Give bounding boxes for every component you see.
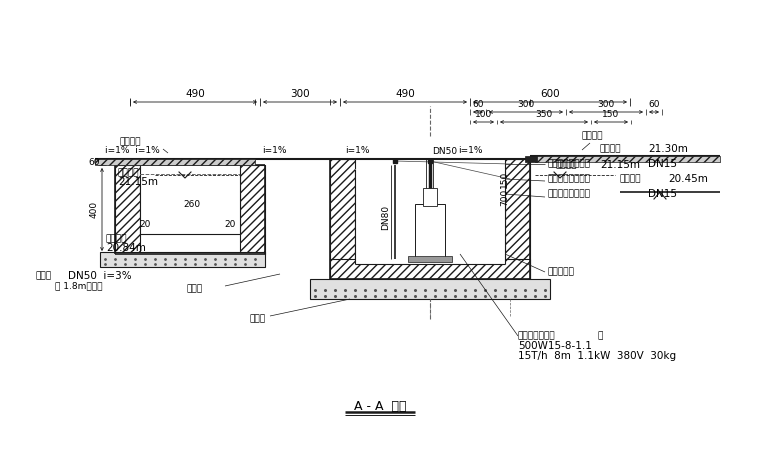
Bar: [100, 252, 265, 267]
Text: 700: 700: [500, 188, 509, 206]
Text: 400: 400: [90, 201, 99, 218]
Text: 20: 20: [139, 219, 150, 228]
Text: DN15: DN15: [648, 159, 677, 169]
Bar: [330, 159, 355, 279]
Text: 20: 20: [224, 219, 236, 228]
Text: 绝对标高: 绝对标高: [600, 145, 622, 154]
Text: DN50  i=3%: DN50 i=3%: [68, 271, 131, 281]
Text: i=1%: i=1%: [345, 146, 369, 155]
Text: 排水管: 排水管: [35, 272, 51, 281]
Bar: [423, 188, 437, 206]
Text: 20.84m: 20.84m: [106, 243, 146, 253]
Text: 150: 150: [500, 170, 509, 188]
Text: 21.30m: 21.30m: [648, 144, 688, 154]
Text: 内圈可调直流喷头: 内圈可调直流喷头: [548, 159, 591, 168]
Bar: [355, 169, 505, 264]
Text: 石板铺地: 石板铺地: [582, 131, 603, 140]
Text: 260: 260: [183, 200, 201, 209]
Text: 绝对标高: 绝对标高: [556, 161, 578, 170]
Text: 绝对标高: 绝对标高: [118, 168, 140, 177]
Bar: [115, 165, 140, 254]
Text: i=1%: i=1%: [458, 146, 483, 155]
Bar: [140, 174, 240, 234]
Text: 100: 100: [475, 110, 492, 119]
Text: 490: 490: [395, 89, 415, 99]
Text: 600: 600: [540, 89, 560, 99]
Text: 300: 300: [597, 100, 615, 109]
Bar: [408, 256, 452, 262]
Text: 500W15-8-1.1: 500W15-8-1.1: [518, 341, 592, 351]
Bar: [535, 156, 720, 162]
Bar: [95, 159, 255, 165]
Text: 外圈可调直流喷头: 外圈可调直流喷头: [548, 190, 591, 199]
Bar: [330, 259, 530, 279]
Text: 圈内圈潜水排污泵: 圈内圈潜水排污泵: [548, 174, 591, 183]
Text: DN15: DN15: [648, 189, 677, 199]
Text: 外圈潜水排污泵: 外圈潜水排污泵: [518, 331, 556, 340]
Text: 60: 60: [88, 157, 100, 166]
Text: 绝对标高: 绝对标高: [620, 174, 641, 183]
Text: 60: 60: [472, 100, 484, 109]
Bar: [525, 156, 537, 162]
Text: 15T/h  8m  1.1kW  380V  30kg: 15T/h 8m 1.1kW 380V 30kg: [518, 351, 676, 361]
Text: i=1%: i=1%: [262, 146, 287, 155]
Text: DN50: DN50: [432, 146, 457, 155]
Text: 20.45m: 20.45m: [668, 174, 708, 184]
Text: 300: 300: [518, 100, 534, 109]
Text: 集水沟: 集水沟: [250, 315, 266, 323]
Text: 绝对标高: 绝对标高: [106, 235, 128, 244]
Text: i=1%  i=1%: i=1% i=1%: [105, 146, 160, 155]
Bar: [240, 165, 265, 254]
Text: 工水沟: 工水沟: [187, 284, 203, 293]
Text: 150: 150: [603, 110, 619, 119]
Bar: [415, 204, 445, 259]
Text: 300: 300: [290, 89, 310, 99]
Text: 60: 60: [648, 100, 660, 109]
Bar: [310, 279, 550, 299]
Text: A - A  剖面: A - A 剖面: [353, 400, 407, 412]
Text: 隔 1.8m竖一根: 隔 1.8m竖一根: [55, 282, 103, 291]
Text: 490: 490: [185, 89, 205, 99]
Text: 钢筋混凝土: 钢筋混凝土: [548, 267, 575, 276]
Bar: [505, 159, 530, 279]
Text: DN80: DN80: [382, 204, 391, 229]
Text: 21.15m: 21.15m: [600, 160, 640, 170]
Text: 型: 型: [598, 331, 603, 340]
Text: 21.15m: 21.15m: [118, 177, 158, 187]
Text: 350: 350: [535, 110, 553, 119]
Text: 石板铺地: 石板铺地: [120, 137, 141, 146]
